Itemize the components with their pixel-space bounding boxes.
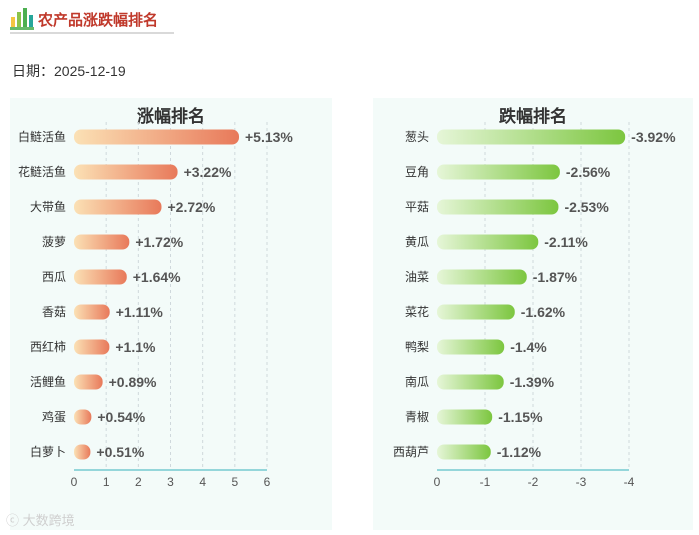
gain-bar [74, 339, 110, 355]
loss-value-label: -2.11% [544, 234, 588, 250]
loss-value-label: -1.4% [510, 339, 547, 355]
gain-value-label: +1.72% [135, 234, 183, 250]
gain-x-tick-label: 0 [71, 475, 78, 489]
gain-chart-title: 涨幅排名 [137, 107, 205, 126]
gain-category-label: 菠萝 [42, 235, 66, 249]
gain-x-tick-label: 6 [264, 475, 271, 489]
gain-value-label: +0.51% [96, 444, 144, 460]
loss-bar [437, 234, 539, 250]
gain-x-tick-label: 2 [135, 475, 142, 489]
loss-chart-title: 跌幅排名 [499, 107, 567, 126]
gain-value-label: +0.89% [109, 374, 157, 390]
loss-bar [437, 199, 559, 215]
gain-category-label: 白萝卜 [30, 444, 66, 459]
gain-value-label: +1.1% [115, 339, 156, 355]
loss-value-label: -3.92% [631, 129, 676, 145]
date-label: 日期： [12, 63, 54, 79]
loss-bar [437, 129, 626, 145]
gain-value-label: +3.22% [184, 164, 232, 180]
loss-value-label: -1.12% [497, 444, 542, 460]
gain-x-tick-label: 4 [199, 475, 206, 489]
loss-x-tick-label: -2 [528, 475, 539, 489]
loss-x-tick-label: -4 [624, 475, 635, 489]
gain-value-label: +2.72% [167, 199, 215, 215]
loss-bar [437, 444, 491, 460]
title-underline [10, 32, 174, 34]
loss-bar [437, 409, 493, 425]
loss-x-tick-label: -3 [576, 475, 587, 489]
loss-category-label: 黄瓜 [405, 235, 429, 249]
gain-bar [74, 409, 92, 425]
gain-bar [74, 234, 130, 250]
loss-category-label: 菜花 [405, 304, 429, 319]
gain-category-label: 西红柿 [30, 339, 66, 354]
page-header: 农产品涨跌幅排名 [8, 4, 178, 36]
gain-category-label: 西瓜 [42, 270, 66, 284]
loss-category-label: 青椒 [405, 410, 429, 424]
gain-bar-chart: 0 1 2 3 4 5 6 白鲢活鱼 +5.13% 花鲢活鱼 +3.22% 大带鱼 +2.72% 菠萝 +1… [18, 122, 293, 489]
gain-value-label: +0.54% [97, 409, 145, 425]
gain-bar [74, 129, 240, 145]
page-title: 农产品涨跌幅排名 [38, 12, 159, 29]
gain-x-tick-label: 3 [167, 475, 174, 489]
gain-category-label: 鸡蛋 [42, 409, 66, 424]
loss-value-label: -1.15% [498, 409, 543, 425]
gain-category-label: 大带鱼 [30, 200, 66, 214]
watermark-text: 大数跨境 [22, 513, 75, 528]
gain-bar [74, 269, 127, 285]
date-value: 2025-12-19 [54, 63, 126, 79]
loss-category-label: 南瓜 [405, 374, 429, 389]
loss-category-label: 豆角 [405, 165, 429, 179]
gain-bar [74, 304, 110, 320]
loss-bar [437, 269, 527, 285]
loss-value-label: -1.39% [510, 374, 555, 390]
loss-bar [437, 339, 505, 355]
gain-bar [74, 444, 91, 460]
gain-value-label: +5.13% [245, 129, 293, 145]
watermark-logo-icon: ⓒ [6, 513, 23, 528]
date-line: 日期：2025-12-19 [12, 61, 126, 81]
gain-category-label: 活鲤鱼 [30, 375, 66, 389]
loss-bar [437, 374, 504, 390]
loss-bar-chart: 0 -1 -2 -3 -4 葱头 -3.92% 豆角 -2.56% 平菇 -2.53% 黄瓜 -2.11… [393, 122, 676, 489]
loss-bar [437, 164, 560, 180]
loss-value-label: -1.87% [533, 269, 578, 285]
loss-category-label: 西葫芦 [393, 445, 429, 459]
gain-ranking-panel: 涨幅排名 0 1 2 3 4 5 6 白鲢活鱼 +5.13% 花鲢活鱼 +3.22% 大带鱼 +2.72… [10, 98, 332, 530]
gain-bar [74, 199, 162, 215]
loss-ranking-panel: 跌幅排名 0 -1 -2 -3 -4 葱头 -3.92% 豆角 -2.56% 平菇 -2.53% 黄瓜… [373, 98, 693, 530]
loss-category-label: 鸭梨 [405, 340, 429, 354]
gain-category-label: 花鲢活鱼 [18, 164, 66, 179]
loss-category-label: 平菇 [405, 200, 429, 214]
gain-x-tick-label: 5 [231, 475, 238, 489]
bar-chart-logo-icon [10, 8, 34, 30]
gain-x-tick-label: 1 [103, 475, 110, 489]
loss-x-tick-label: 0 [434, 475, 441, 489]
loss-category-label: 油菜 [405, 270, 429, 284]
loss-category-label: 葱头 [405, 130, 429, 144]
gain-value-label: +1.11% [116, 304, 164, 320]
gain-value-label: +1.64% [133, 269, 181, 285]
gain-bar [74, 164, 178, 180]
gain-category-label: 白鲢活鱼 [18, 129, 66, 144]
loss-bar [437, 304, 515, 320]
watermark: ⓒ 大数跨境 [6, 510, 75, 529]
loss-value-label: -1.62% [521, 304, 566, 320]
loss-value-label: -2.53% [564, 199, 609, 215]
gain-bar [74, 374, 103, 390]
loss-value-label: -2.56% [566, 164, 611, 180]
loss-x-tick-label: -1 [480, 475, 491, 489]
gain-category-label: 香菇 [42, 305, 66, 319]
